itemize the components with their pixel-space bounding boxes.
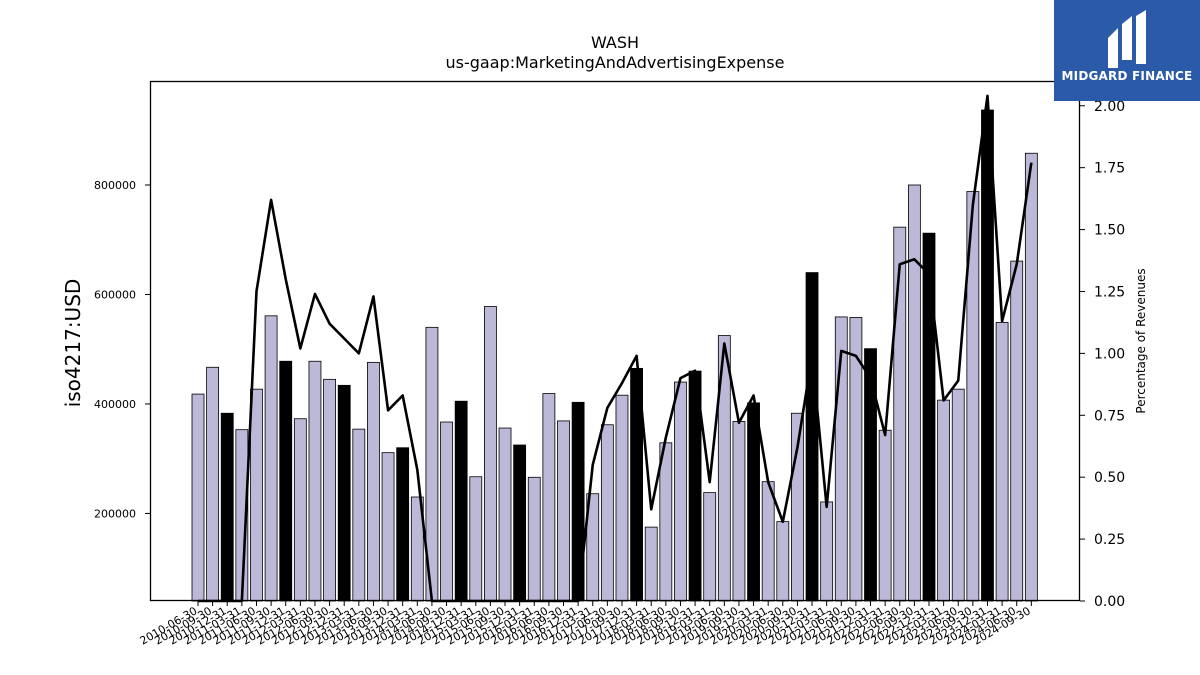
y-axis-ticks: 200000 400000 600000 800000 <box>94 179 150 520</box>
y2-tick-label: 0.50 <box>1094 470 1125 486</box>
y2-tick-label: 2.00 <box>1094 99 1125 115</box>
plot-frame <box>149 80 1081 602</box>
bar-2011-09-30 <box>264 315 278 602</box>
y-axis-label: iso4217:USD <box>61 279 85 408</box>
bar-2010-06-30 <box>191 393 205 602</box>
brand-logo: MIDGARD FINANCE <box>1054 0 1200 101</box>
bar-2011-06-30 <box>250 388 263 602</box>
bar-2024-03-31 <box>995 321 1009 602</box>
y-tick-label: 600000 <box>94 288 136 301</box>
bar-2021-12-31 <box>864 348 877 602</box>
y-tick-label: 200000 <box>94 507 136 520</box>
bar-2016-03-31 <box>527 476 541 602</box>
bar-2015-09-30 <box>498 427 512 602</box>
bar-2016-06-30 <box>542 393 556 602</box>
bar-2017-06-30 <box>600 424 614 602</box>
bar-2010-12-31 <box>220 412 234 602</box>
y2-tick-label: 0.25 <box>1094 532 1125 548</box>
bar-2022-12-31 <box>922 232 936 602</box>
chart-title: WASH <box>591 33 639 52</box>
bar-2023-03-31 <box>937 399 951 602</box>
bar-2016-09-30 <box>557 420 570 602</box>
bar-2024-06-30 <box>1010 260 1024 602</box>
bar-2011-12-31 <box>279 360 293 602</box>
bar-2013-09-30 <box>381 452 395 602</box>
bar-2013-12-31 <box>396 447 410 602</box>
bar-series <box>191 109 1038 602</box>
bar-2013-06-30 <box>367 361 380 602</box>
brand-name: MIDGARD FINANCE <box>1061 69 1193 83</box>
bar-2012-12-31 <box>337 384 351 602</box>
bar-2012-09-30 <box>323 378 336 602</box>
bar-2012-03-31 <box>293 418 307 602</box>
percentage-line <box>198 94 1033 603</box>
bar-2018-03-31 <box>644 526 658 602</box>
bar-2019-03-31 <box>703 492 717 602</box>
bar-2015-03-31 <box>469 476 483 602</box>
bar-2022-03-31 <box>878 429 892 602</box>
y2-tick-label: 1.75 <box>1094 161 1125 177</box>
y2-tick-label: 0.75 <box>1094 408 1125 424</box>
bar-2012-06-30 <box>308 360 322 602</box>
y-tick-label: 400000 <box>94 398 136 411</box>
bar-2017-09-30 <box>615 394 629 602</box>
bar-2020-03-31 <box>761 481 775 602</box>
y2-tick-label: 1.00 <box>1094 346 1125 362</box>
bar-2018-09-30 <box>674 381 687 602</box>
bar-2022-06-30 <box>893 226 907 602</box>
bar-2014-12-31 <box>454 400 468 602</box>
midgard-logo-icon <box>1108 10 1146 68</box>
chart-subtitle: us-gaap:MarketingAndAdvertisingExpense <box>446 53 785 72</box>
bar-2020-06-30 <box>776 521 790 602</box>
bar-2010-09-30 <box>206 366 220 602</box>
y2-axis-ticks: 0.00 0.25 0.50 0.75 1.00 1.25 1.50 1.75 2.00 <box>1080 99 1125 610</box>
y2-tick-label: 1.50 <box>1094 223 1125 239</box>
bar-2014-09-30 <box>440 421 453 602</box>
bar-2022-09-30 <box>907 184 921 602</box>
bar-2018-06-30 <box>659 442 673 602</box>
y2-tick-label: 1.25 <box>1094 284 1125 300</box>
bar-2023-06-30 <box>951 388 965 602</box>
bar-2019-09-30 <box>732 421 746 602</box>
y2-axis-label: Percentage of Revenues <box>1134 268 1148 413</box>
bar-2015-06-30 <box>483 306 497 602</box>
bar-2019-12-31 <box>747 402 760 602</box>
y-tick-label: 800000 <box>94 179 136 192</box>
bar-2023-12-31 <box>981 109 994 602</box>
bar-2021-03-31 <box>820 501 834 602</box>
bar-2024-09-30 <box>1024 152 1038 602</box>
bar-2013-03-31 <box>352 428 366 602</box>
bar-2020-12-31 <box>805 272 819 602</box>
bar-2015-12-31 <box>513 444 527 602</box>
y2-tick-label: 0.00 <box>1094 594 1125 610</box>
x-axis-ticks: 2010-06-302010-09-302010-12-312011-03-31… <box>138 601 1033 648</box>
